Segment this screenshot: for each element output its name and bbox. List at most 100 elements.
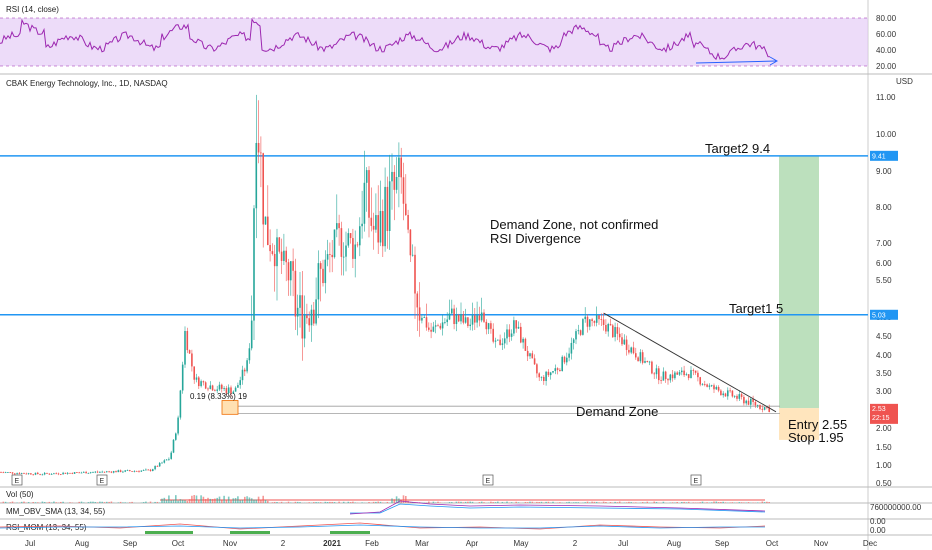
volume-bar: [375, 501, 377, 503]
candle-body: [740, 394, 743, 397]
price-tick-label: 11.00: [876, 93, 896, 102]
candle-body: [260, 152, 262, 154]
earnings-marker[interactable]: E: [96, 474, 108, 486]
volume-bar: [92, 501, 94, 503]
time-axis-label: Dec: [863, 539, 877, 548]
volume-bar: [724, 502, 727, 503]
earnings-marker[interactable]: E: [690, 474, 702, 486]
candle-body: [653, 373, 655, 375]
volume-bar: [264, 499, 267, 503]
volume-bar: [186, 500, 189, 503]
candle-body: [255, 142, 258, 209]
volume-bar: [179, 499, 182, 503]
candle-body: [522, 338, 524, 343]
volume-bar: [451, 502, 453, 503]
volume-bar: [586, 501, 589, 503]
obv-line: [350, 503, 766, 514]
volume-bar: [99, 501, 101, 503]
volume-bar: [53, 501, 55, 503]
volume-bar: [154, 501, 156, 503]
candle-body: [294, 270, 297, 317]
candle-body: [407, 214, 409, 230]
candle-body: [699, 377, 701, 385]
volume-bar: [687, 501, 690, 503]
stop-zone-box: [779, 408, 819, 440]
candle-body: [644, 361, 646, 363]
candle-body: [278, 237, 281, 252]
volume-bar: [635, 502, 637, 503]
candle-body: [257, 142, 260, 153]
volume-bar: [644, 502, 646, 503]
candle-body: [595, 315, 598, 323]
volume-bar: [386, 501, 389, 503]
candle-body: [122, 471, 124, 473]
candle-body: [370, 217, 373, 226]
candle-body: [359, 226, 361, 246]
candle-body: [296, 307, 299, 317]
candle-body: [533, 358, 536, 365]
candle-body: [329, 254, 331, 255]
volume-bar: [313, 502, 315, 503]
candle-body: [324, 259, 327, 284]
earnings-marker[interactable]: E: [482, 474, 494, 486]
target2-price-tag: [870, 150, 898, 161]
volume-bar: [526, 502, 529, 503]
candle-body: [292, 261, 294, 271]
candle-body: [508, 329, 511, 337]
time-axis: Jul Aug Sep Oct Nov 2 2021 Feb Mar Apr May 2 Jul Aug S…: [25, 539, 877, 548]
candle-body: [223, 388, 225, 389]
volume-bar: [234, 498, 237, 503]
volume-bar: [720, 501, 722, 503]
candle-body: [96, 471, 99, 473]
candle-body: [14, 473, 16, 475]
volume-bar: [676, 501, 678, 503]
earnings-marker[interactable]: E: [11, 474, 23, 486]
candle-body: [416, 293, 419, 308]
candle-body: [382, 211, 384, 247]
candle-body: [671, 374, 674, 379]
volume-bar: [630, 502, 632, 503]
candle-body: [142, 470, 145, 471]
volume-bars: [0, 495, 770, 503]
volume-bar: [156, 501, 159, 503]
candle-body: [209, 385, 212, 389]
rsi-axis: 80.00 60.00 40.00 20.00: [876, 14, 897, 71]
candle-body: [469, 324, 471, 327]
volume-bar: [729, 502, 731, 503]
candle-body: [175, 433, 177, 440]
candle-body: [561, 356, 563, 371]
target1-price-tag: [870, 309, 898, 320]
demand-note-line1: Demand Zone, not confirmed: [490, 217, 658, 232]
volume-bar: [315, 502, 317, 503]
candle-body: [172, 439, 175, 453]
time-axis-label: Feb: [365, 539, 379, 548]
candle-body: [731, 390, 734, 397]
candle-body: [0, 472, 2, 473]
volume-bar: [32, 502, 34, 503]
arrow-head-icon: [769, 56, 779, 66]
candle-body: [23, 473, 25, 474]
candle-body: [179, 390, 182, 418]
candle-body: [48, 473, 51, 475]
bottom-tick: 0.00: [870, 517, 886, 526]
time-axis-label: Oct: [172, 539, 185, 548]
mom-green-bar: [145, 531, 193, 534]
candle-body: [290, 261, 292, 281]
candle-body: [131, 471, 133, 472]
volume-bar: [103, 502, 106, 503]
volume-bar: [722, 501, 724, 503]
candle-body: [241, 369, 244, 381]
volume-bar: [671, 502, 674, 503]
candle-body: [448, 313, 451, 320]
volume-bar: [646, 501, 649, 503]
candle-body: [53, 473, 55, 475]
demand-note-line2: RSI Divergence: [490, 231, 581, 246]
candle-body: [655, 368, 658, 375]
candle-body: [147, 469, 149, 471]
volume-bar: [170, 500, 172, 503]
candle-body: [331, 254, 333, 258]
candle-body: [37, 472, 39, 475]
volume-bar: [80, 501, 83, 503]
candle-body: [322, 268, 324, 284]
volume-bar: [614, 501, 616, 503]
